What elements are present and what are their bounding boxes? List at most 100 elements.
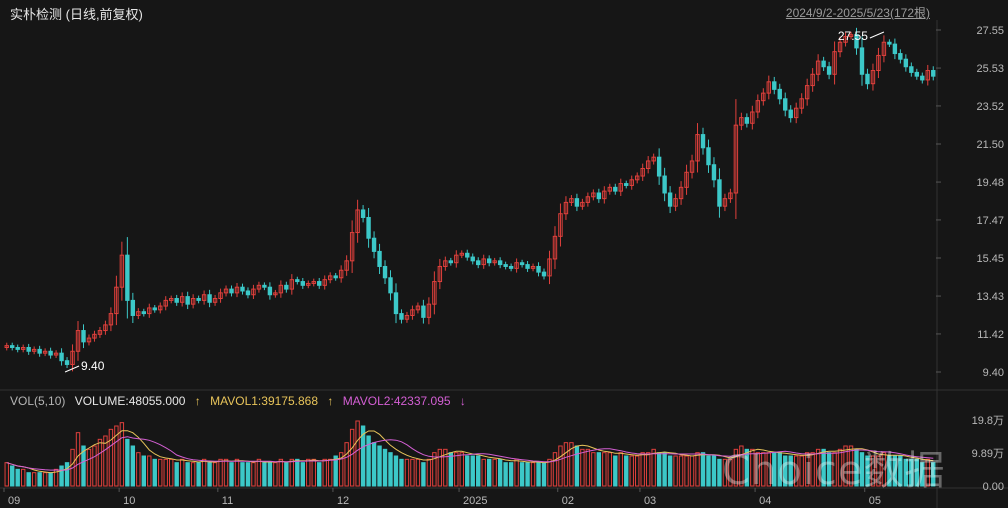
candle-body	[410, 309, 415, 316]
candle-body	[289, 279, 295, 290]
volume-bar	[717, 458, 722, 487]
volume-bar	[59, 465, 64, 487]
volume-bar	[306, 458, 311, 487]
volume-bar	[881, 452, 887, 487]
volume-bar	[97, 438, 103, 487]
time-tick-label: 04	[759, 495, 771, 507]
volume-bar	[486, 458, 492, 487]
arrow-up-icon: ↑	[194, 394, 201, 408]
volume-bar	[722, 458, 728, 487]
volume-bar	[530, 462, 536, 487]
volume-axis: 19.8万 9.89万 0.00	[972, 415, 1004, 493]
candle-body	[503, 264, 508, 267]
volume-bar	[596, 452, 602, 487]
candle-body	[596, 192, 602, 200]
volume-bar	[10, 465, 15, 487]
candle-body	[678, 186, 684, 200]
volume-bar	[645, 452, 651, 487]
low-price-label: 9.40	[81, 359, 105, 373]
volume-bar	[190, 462, 196, 487]
candle-body	[689, 160, 695, 173]
candle-body	[613, 186, 618, 192]
volume-bar	[514, 458, 519, 487]
volume-bar	[273, 462, 278, 487]
volume-bar	[185, 462, 190, 487]
candle-body	[185, 296, 190, 305]
candle-body	[218, 292, 223, 300]
volume-bar	[317, 462, 322, 487]
candle-body	[892, 43, 898, 55]
candle-body	[125, 254, 130, 301]
candle-body	[684, 171, 689, 188]
candle-body	[728, 192, 733, 200]
volume-bar	[476, 455, 481, 487]
date-range-link[interactable]: 2024/9/2-2025/5/23(172根)	[785, 6, 930, 20]
candle-body	[607, 186, 612, 192]
time-tick-label: 10	[123, 495, 135, 507]
candle-body	[541, 271, 547, 277]
candle-body	[580, 201, 585, 207]
candle-body	[903, 58, 909, 68]
candle-body	[574, 198, 580, 207]
volume-bar	[541, 462, 547, 487]
candle-body	[262, 284, 267, 288]
volume-bar	[618, 452, 623, 487]
volume-bar	[629, 455, 634, 487]
candle-body	[465, 252, 470, 258]
candle-body	[448, 260, 454, 264]
volume-bar	[678, 455, 684, 487]
candle-body	[476, 260, 481, 266]
candle-body	[130, 299, 136, 316]
volume-bar	[284, 462, 289, 487]
volume-indicator-name[interactable]: VOL(5,10)	[10, 394, 66, 408]
volume-bar	[108, 428, 114, 487]
volume-bar	[755, 452, 761, 487]
volume-bar	[399, 458, 404, 487]
candle-body	[624, 183, 629, 186]
volume-bar	[415, 458, 421, 487]
volume-bar	[328, 458, 333, 487]
candle-body	[4, 345, 9, 349]
candle-body	[328, 275, 333, 281]
volume-bar	[125, 438, 130, 487]
candle-body	[783, 98, 788, 111]
volume-bar	[81, 445, 86, 487]
volume-bar	[410, 458, 415, 487]
candle-body	[508, 265, 514, 269]
time-tick-label: 12	[337, 495, 349, 507]
volume-legend: VOL(5,10) VOLUME:48055.000 ↑ MAVOL1:3917…	[10, 394, 472, 408]
candle-body	[563, 201, 569, 215]
volume-bar	[470, 455, 475, 487]
candle-body	[832, 51, 837, 75]
price-tick-label: 13.43	[976, 291, 1004, 303]
candle-body	[10, 345, 15, 349]
candle-body	[322, 279, 327, 286]
volume-bar	[794, 455, 799, 487]
time-tick-label: 05	[869, 495, 881, 507]
candle-body	[366, 216, 371, 239]
candle-body	[108, 313, 114, 326]
candle-body	[141, 311, 146, 315]
volume-bar	[212, 462, 218, 487]
volume-bar	[360, 425, 366, 487]
volume-bar	[201, 458, 207, 487]
volume-bar	[26, 472, 31, 487]
volume-bar	[761, 452, 766, 487]
chart-title: 实朴检测 (日线,前复权)	[10, 7, 143, 22]
candle-body	[37, 348, 42, 354]
candle-body	[136, 311, 141, 316]
price-tick-label: 19.48	[976, 177, 1004, 189]
candle-body	[48, 350, 53, 356]
candle-body	[306, 282, 311, 286]
volume-bar	[859, 452, 865, 487]
volume-bar	[75, 432, 81, 487]
volume-bar	[349, 428, 355, 487]
candle-body	[26, 347, 31, 352]
candle-body	[53, 352, 59, 356]
volume-bar	[536, 462, 541, 487]
candle-body	[804, 85, 810, 100]
candle-body	[629, 179, 634, 186]
price-axis: 27.55 25.53 23.52 21.50 19.48 17.47 15.45 13.43…	[936, 25, 1004, 379]
candle-body	[15, 347, 20, 350]
